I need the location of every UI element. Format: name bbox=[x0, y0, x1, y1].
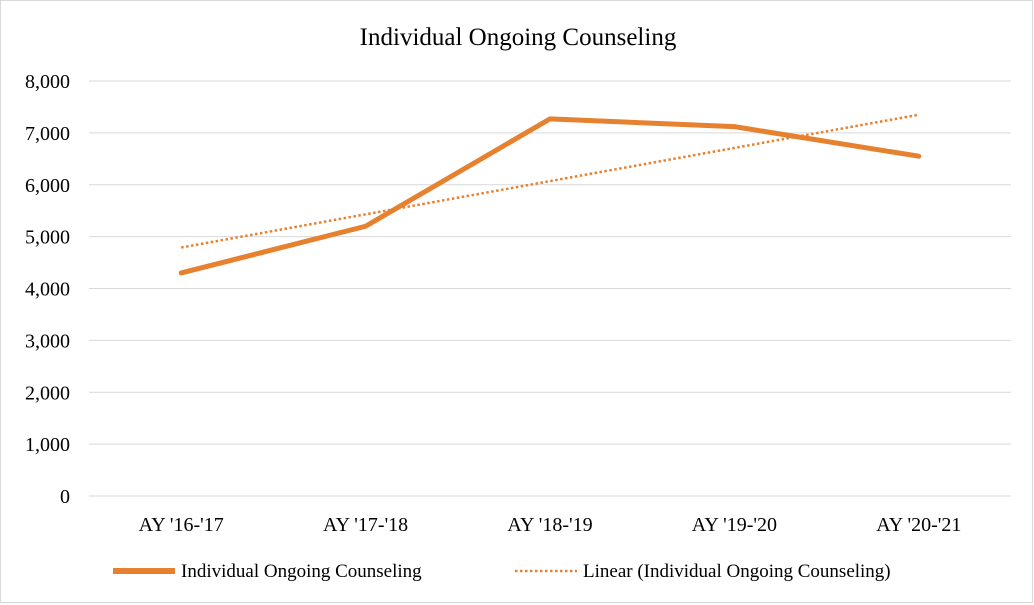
y-axis-ticks: 0 1,000 2,000 3,000 4,000 5,000 6,000 7,000 8,00… bbox=[25, 71, 70, 508]
y-tick-label: 3,000 bbox=[25, 330, 70, 352]
x-tick-label: AY '17-'18 bbox=[323, 514, 408, 536]
x-axis-ticks: AY '16-'17 AY '17-'18 AY '18-'19 AY '19-'20… bbox=[139, 514, 962, 536]
y-tick-label: 2,000 bbox=[25, 382, 70, 404]
x-tick-label: AY '18-'19 bbox=[507, 514, 592, 536]
legend-label-trend: Linear (Individual Ongoing Counseling) bbox=[583, 561, 891, 582]
gridlines bbox=[89, 80, 1011, 497]
y-tick-label: 5,000 bbox=[25, 227, 70, 249]
y-tick-label: 6,000 bbox=[25, 175, 70, 197]
y-tick-label: 4,000 bbox=[25, 279, 70, 301]
x-tick-label: AY '20-'21 bbox=[876, 514, 961, 536]
y-tick-label: 8,000 bbox=[25, 71, 70, 93]
y-tick-label: 1,000 bbox=[25, 434, 70, 456]
legend-label-actual: Individual Ongoing Counseling bbox=[181, 561, 422, 582]
x-tick-label: AY '19-'20 bbox=[692, 514, 777, 536]
counseling-series-line bbox=[178, 116, 922, 276]
x-tick-label: AY '16-'17 bbox=[139, 514, 224, 536]
legend: Individual Ongoing Counseling Linear (In… bbox=[113, 561, 891, 582]
y-tick-label: 0 bbox=[60, 486, 70, 508]
chart-title: Individual Ongoing Counseling bbox=[360, 24, 677, 51]
y-tick-label: 7,000 bbox=[25, 123, 70, 145]
trendline-series bbox=[180, 113, 920, 249]
series-lines bbox=[178, 113, 922, 276]
